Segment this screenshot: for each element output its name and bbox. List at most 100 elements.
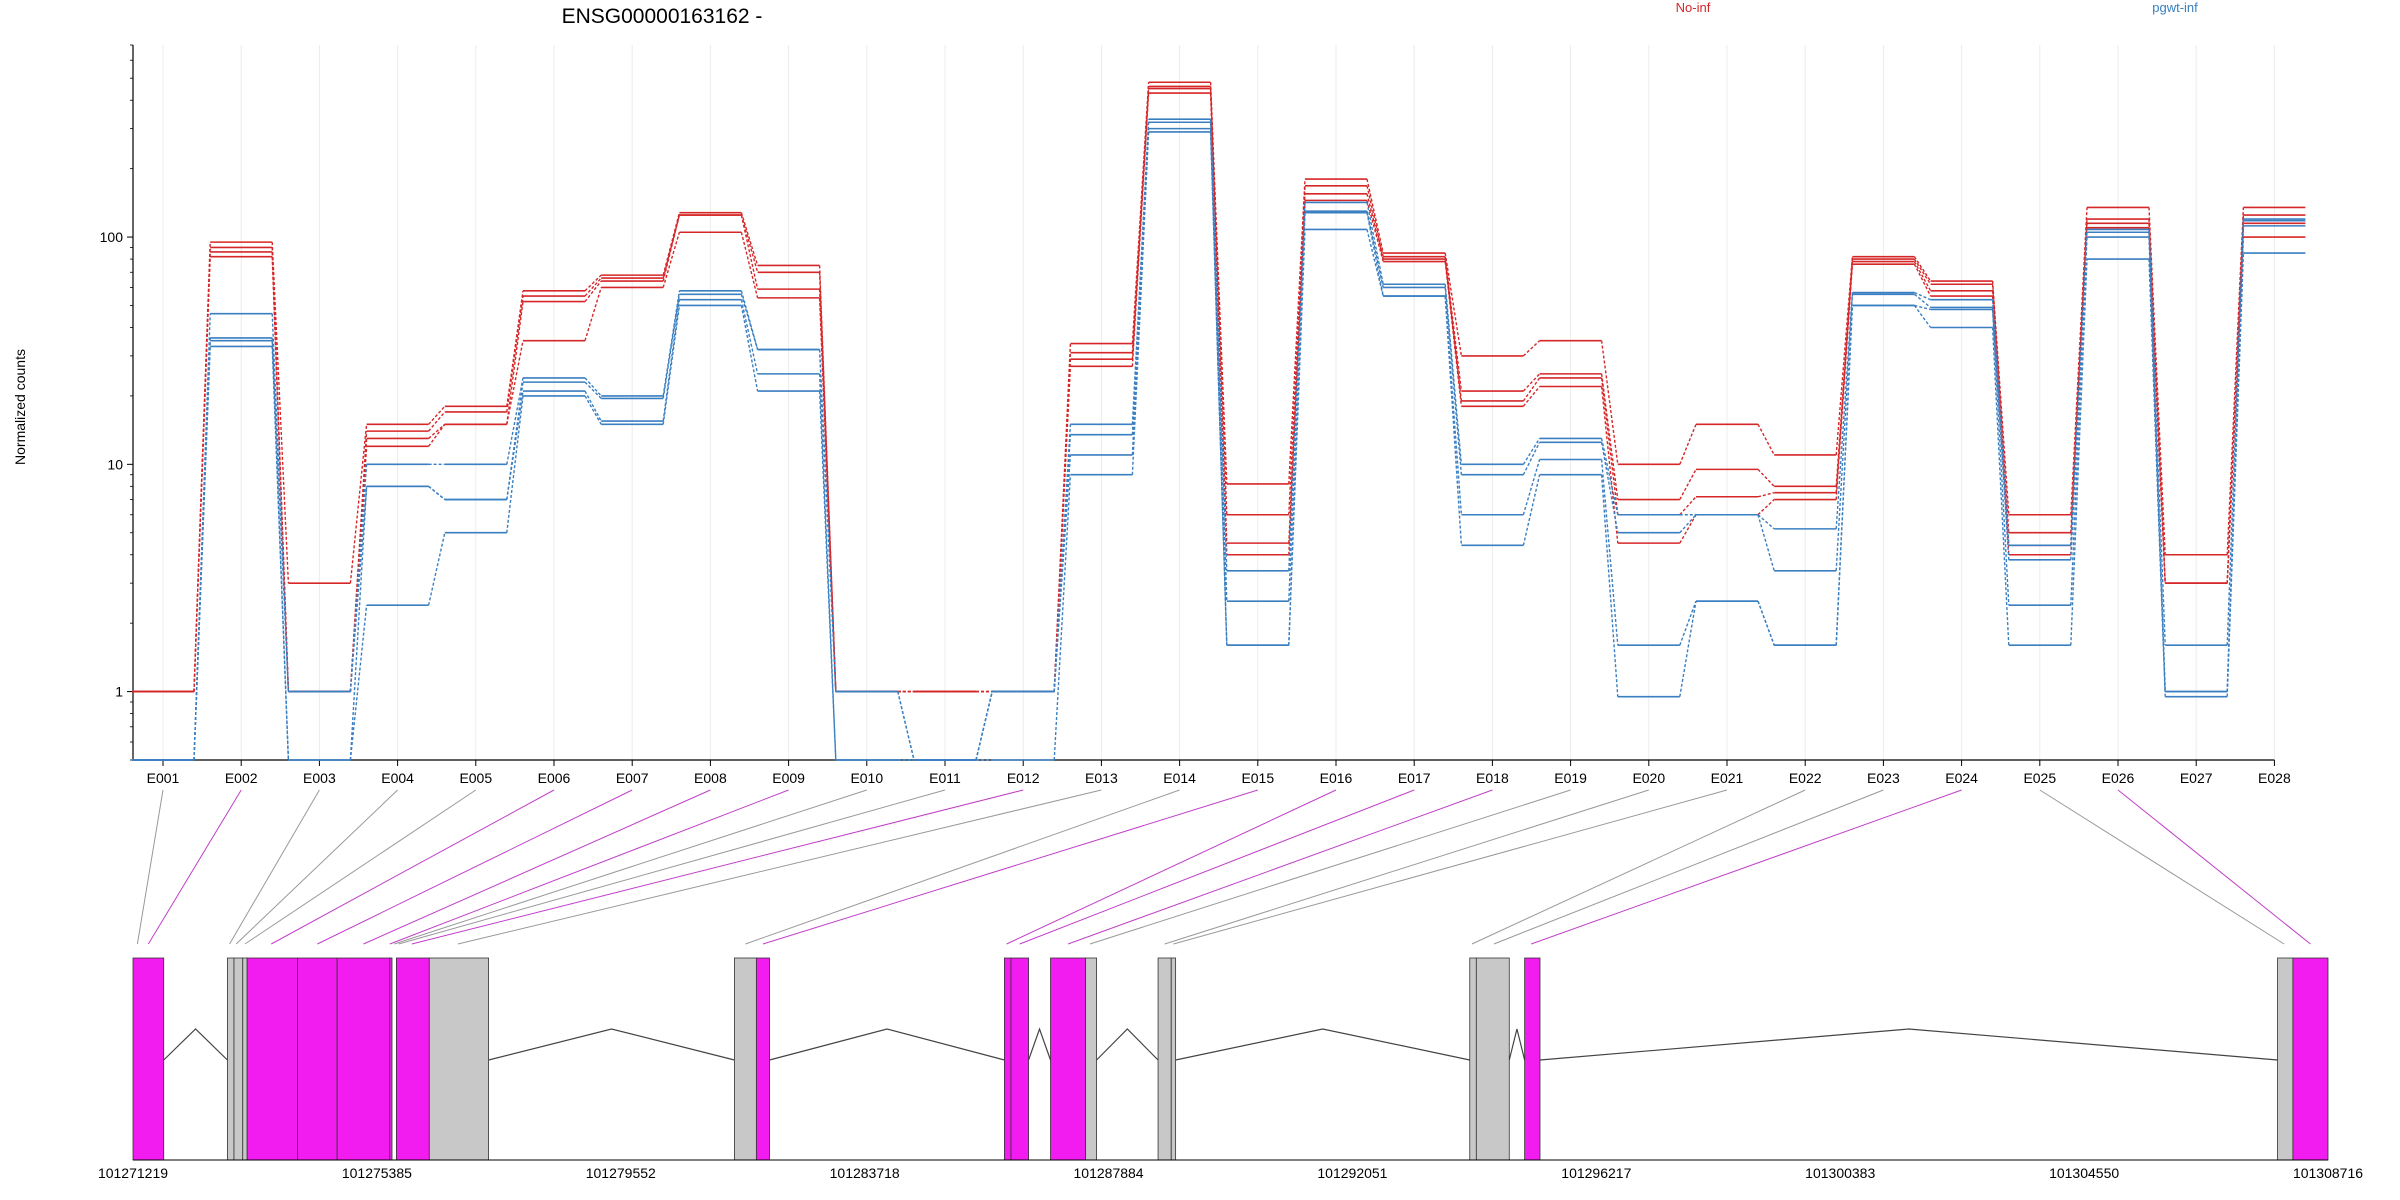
data-connector [193,313,211,761]
x-tick-label-e007: E007 [616,770,649,786]
link-line-e008 [363,789,711,945]
intron-1 [163,1028,228,1061]
grid-lines [162,45,2275,760]
data-connector [1757,514,1775,530]
x-tick-label-e006: E006 [538,770,571,786]
data-connector [1757,468,1775,487]
y-tick-label-10: 10 [107,456,123,472]
data-connector [1679,496,1697,516]
data-connector [1913,293,1932,309]
data-connector [2226,207,2245,555]
data-connector [1600,340,1619,465]
data-connector [1914,304,1931,311]
exon-block-9 [395,957,430,1161]
x-tick-label-e001: E001 [147,770,180,786]
link-line-e006 [271,789,555,945]
data-connector [1679,424,1697,465]
genome-coordinate-label-4: 101283718 [830,1165,900,1181]
genome-coordinate-label-8: 101300383 [1805,1165,1875,1181]
x-tick-label-e012: E012 [1007,770,1040,786]
data-connector [1679,514,1697,544]
link-line-e016 [1006,789,1337,945]
data-connector [584,377,602,397]
x-tick-label-e015: E015 [1241,770,1274,786]
exon-block-2 [226,957,235,1161]
data-connector [1366,202,1384,285]
data-connector [584,395,602,425]
data-connector [818,349,837,692]
data-connector [1913,258,1932,285]
data-connector [1053,474,1072,761]
data-connector [1679,601,1697,697]
link-line-e020 [1164,789,1649,945]
y-tick-label-100: 100 [100,229,124,245]
data-connector [2226,253,2245,697]
data-connector [1366,178,1384,254]
data-connector [662,299,681,422]
series-pgwt-inf-7 [132,131,2306,761]
data-connector [1444,259,1463,402]
genome-coordinate-label-9: 101304550 [2049,1165,2119,1181]
exon-block-5 [246,957,299,1161]
data-connector [1522,441,1541,476]
data-connector [1522,459,1541,515]
data-connector [2070,259,2088,646]
data-connector [349,424,368,584]
link-line-e003 [229,789,320,945]
data-connector [1209,86,1228,515]
data-connector [1991,281,2010,515]
link-line-e012 [411,789,1024,945]
data-connector [1444,261,1463,407]
x-tick-label-e018: E018 [1476,770,1509,786]
data-connector [2070,237,2088,606]
data-connector [1522,386,1541,407]
data-connector [1366,212,1384,297]
data-connector [349,486,368,692]
data-connector [2148,227,2166,584]
data-connector [2226,225,2245,692]
data-connector [1053,366,1072,692]
data-connector [1444,287,1463,475]
data-connector [1209,93,1228,544]
x-tick-label-e028: E028 [2258,770,2291,786]
data-connector [1835,305,1854,646]
data-connector [2070,232,2088,560]
data-connector [193,256,211,692]
data-connector [1288,229,1306,646]
data-connector [740,294,759,350]
x-tick-label-e024: E024 [1945,770,1978,786]
data-connector [1600,386,1619,544]
data-connector [584,390,602,422]
link-line-e013 [457,789,1102,945]
exon-block-3 [233,957,244,1161]
x-tick-label-e023: E023 [1867,770,1900,786]
x-tick-label-e013: E013 [1085,770,1118,786]
data-connector [2226,219,2245,646]
link-line-e001 [136,789,164,945]
x-tick-label-e025: E025 [2023,770,2056,786]
data-connector [1288,179,1306,484]
data-connector [897,691,915,761]
exon-block-23 [2292,957,2329,1161]
data-connector [1835,294,1854,571]
genome-coordinate-label-3: 101279552 [586,1165,656,1181]
link-line-e019 [1089,789,1571,945]
exon-block-7 [336,957,391,1161]
data-connector [818,297,837,692]
series-pgwt-inf-4 [132,118,2306,761]
data-connector [506,395,524,533]
link-line-e022 [1471,789,1806,945]
link-line-e017 [1019,789,1415,945]
exon-block-16 [1085,957,1098,1161]
link-line-e021 [1173,789,1728,945]
x-tick-label-e020: E020 [1632,770,1665,786]
data-connector [1366,229,1384,297]
data-connector [740,214,759,290]
data-connector [2070,207,2088,515]
data-connector [1835,292,1854,529]
x-tick-label-e014: E014 [1163,770,1196,786]
intron-4 [1027,1027,1052,1061]
intron-2 [488,1028,735,1061]
data-connector [662,294,681,399]
data-connector [1914,291,1931,301]
